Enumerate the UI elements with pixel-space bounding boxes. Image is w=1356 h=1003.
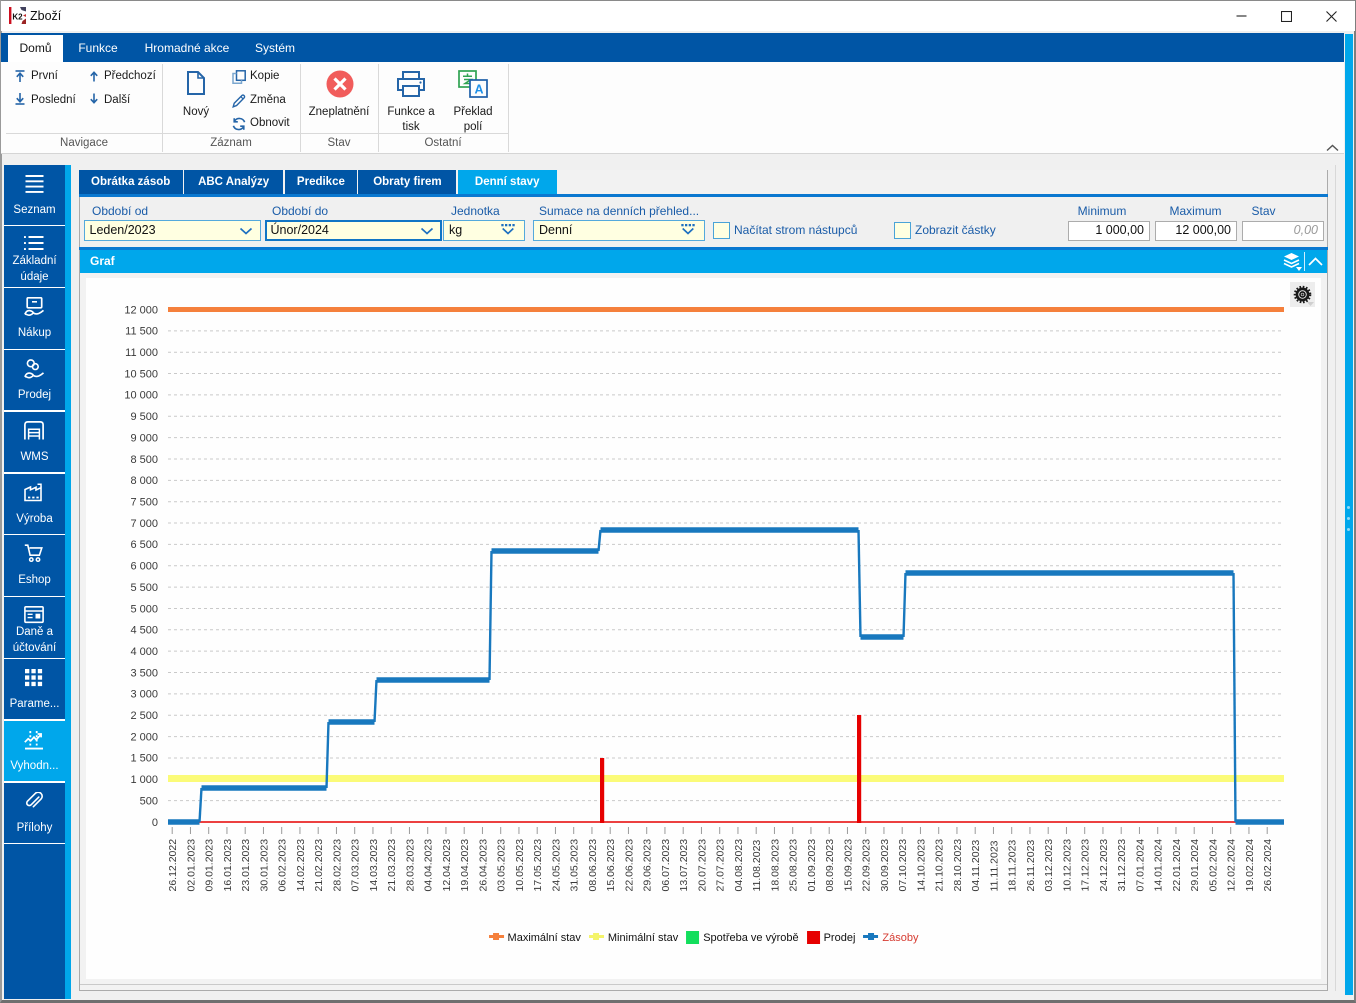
svg-text:6 500: 6 500 bbox=[130, 539, 158, 551]
svg-text:30.09.2023: 30.09.2023 bbox=[879, 839, 891, 892]
svg-text:07.10.2023: 07.10.2023 bbox=[897, 839, 909, 892]
svg-text:04.11.2023: 04.11.2023 bbox=[970, 840, 982, 892]
svg-text:28.03.2023: 28.03.2023 bbox=[404, 839, 416, 892]
svg-text:19.04.2023: 19.04.2023 bbox=[459, 839, 471, 892]
svg-text:04.04.2023: 04.04.2023 bbox=[423, 839, 435, 892]
svg-text:10 500: 10 500 bbox=[124, 368, 158, 380]
svg-text:08.06.2023: 08.06.2023 bbox=[587, 839, 599, 892]
svg-text:12.02.2024: 12.02.2024 bbox=[1226, 839, 1238, 892]
svg-text:500: 500 bbox=[140, 795, 158, 807]
svg-text:A: A bbox=[475, 83, 484, 97]
svg-text:28.10.2023: 28.10.2023 bbox=[952, 839, 964, 892]
svg-text:1 000: 1 000 bbox=[130, 774, 158, 786]
svg-text:7 000: 7 000 bbox=[130, 518, 158, 530]
svg-text:08.09.2023: 08.09.2023 bbox=[824, 839, 836, 892]
svg-text:11 000: 11 000 bbox=[125, 347, 158, 359]
svg-text:31.05.2023: 31.05.2023 bbox=[569, 839, 581, 892]
svg-text:5 500: 5 500 bbox=[130, 582, 158, 594]
svg-text:K2: K2 bbox=[12, 12, 23, 21]
svg-text:12 000: 12 000 bbox=[124, 304, 158, 316]
svg-text:15.09.2023: 15.09.2023 bbox=[842, 839, 854, 892]
svg-text:29.01.2024: 29.01.2024 bbox=[1189, 839, 1201, 892]
svg-text:19.02.2024: 19.02.2024 bbox=[1244, 839, 1256, 892]
svg-text:8 000: 8 000 bbox=[130, 475, 158, 487]
svg-text:26.04.2023: 26.04.2023 bbox=[477, 839, 489, 892]
svg-text:03.12.2023: 03.12.2023 bbox=[1043, 839, 1055, 892]
svg-text:07.03.2023: 07.03.2023 bbox=[350, 839, 362, 892]
svg-text:4 000: 4 000 bbox=[130, 646, 158, 658]
svg-text:20.07.2023: 20.07.2023 bbox=[696, 839, 708, 892]
svg-text:0: 0 bbox=[152, 817, 158, 829]
svg-text:11.11.2023: 11.11.2023 bbox=[988, 840, 1000, 891]
svg-text:25.08.2023: 25.08.2023 bbox=[788, 839, 800, 892]
svg-text:3 000: 3 000 bbox=[130, 689, 158, 701]
svg-text:23.01.2023: 23.01.2023 bbox=[240, 839, 252, 892]
svg-text:18.08.2023: 18.08.2023 bbox=[769, 839, 781, 892]
svg-text:10 000: 10 000 bbox=[124, 390, 158, 402]
svg-text:21.10.2023: 21.10.2023 bbox=[934, 839, 946, 892]
svg-text:22.06.2023: 22.06.2023 bbox=[623, 839, 635, 892]
svg-text:12.04.2023: 12.04.2023 bbox=[441, 839, 453, 892]
svg-text:14.10.2023: 14.10.2023 bbox=[915, 839, 927, 892]
svg-text:9 000: 9 000 bbox=[130, 432, 158, 444]
svg-text:26.11.2023: 26.11.2023 bbox=[1025, 840, 1037, 892]
svg-text:4 500: 4 500 bbox=[130, 625, 158, 637]
svg-text:14.03.2023: 14.03.2023 bbox=[368, 839, 380, 892]
svg-text:13.07.2023: 13.07.2023 bbox=[678, 839, 690, 892]
svg-text:06.07.2023: 06.07.2023 bbox=[660, 839, 672, 892]
svg-text:04.08.2023: 04.08.2023 bbox=[733, 839, 745, 892]
svg-text:9 500: 9 500 bbox=[130, 411, 158, 423]
svg-text:06.02.2023: 06.02.2023 bbox=[277, 839, 289, 892]
svg-text:1 500: 1 500 bbox=[130, 753, 158, 765]
svg-text:01.09.2023: 01.09.2023 bbox=[806, 839, 818, 892]
svg-text:31.12.2023: 31.12.2023 bbox=[1116, 839, 1128, 892]
svg-text:24.12.2023: 24.12.2023 bbox=[1098, 839, 1110, 892]
svg-text:21.03.2023: 21.03.2023 bbox=[386, 839, 398, 892]
svg-text:10.05.2023: 10.05.2023 bbox=[514, 839, 526, 892]
svg-text:5 000: 5 000 bbox=[130, 603, 158, 615]
svg-text:26.02.2024: 26.02.2024 bbox=[1262, 839, 1274, 892]
svg-text:02.01.2023: 02.01.2023 bbox=[185, 839, 197, 892]
svg-text:6 000: 6 000 bbox=[130, 561, 158, 573]
svg-text:17.12.2023: 17.12.2023 bbox=[1080, 839, 1092, 892]
svg-text:29.06.2023: 29.06.2023 bbox=[642, 839, 654, 892]
svg-text:26.12.2022: 26.12.2022 bbox=[167, 839, 179, 892]
svg-text:15.06.2023: 15.06.2023 bbox=[605, 839, 617, 892]
svg-text:2 000: 2 000 bbox=[130, 731, 158, 743]
svg-text:05.02.2024: 05.02.2024 bbox=[1207, 839, 1219, 892]
svg-text:22.01.2024: 22.01.2024 bbox=[1171, 839, 1183, 892]
svg-text:3 500: 3 500 bbox=[130, 667, 158, 679]
svg-text:27.07.2023: 27.07.2023 bbox=[715, 839, 727, 892]
svg-text:16.01.2023: 16.01.2023 bbox=[222, 839, 234, 892]
svg-text:11 500: 11 500 bbox=[125, 326, 158, 338]
svg-text:21.02.2023: 21.02.2023 bbox=[313, 839, 325, 892]
svg-text:30.01.2023: 30.01.2023 bbox=[258, 839, 270, 892]
svg-text:14.02.2023: 14.02.2023 bbox=[295, 839, 307, 892]
svg-text:11.08.2023: 11.08.2023 bbox=[751, 840, 763, 892]
svg-text:22.09.2023: 22.09.2023 bbox=[861, 839, 873, 892]
svg-text:8 500: 8 500 bbox=[130, 454, 158, 466]
svg-text:14.01.2024: 14.01.2024 bbox=[1153, 839, 1165, 892]
svg-text:18.11.2023: 18.11.2023 bbox=[1007, 840, 1019, 892]
svg-text:17.05.2023: 17.05.2023 bbox=[532, 839, 544, 892]
svg-text:2 500: 2 500 bbox=[130, 710, 158, 722]
svg-text:07.01.2024: 07.01.2024 bbox=[1134, 839, 1146, 892]
svg-text:03.05.2023: 03.05.2023 bbox=[496, 839, 508, 892]
svg-text:28.02.2023: 28.02.2023 bbox=[331, 839, 343, 892]
svg-text:09.01.2023: 09.01.2023 bbox=[204, 839, 216, 892]
svg-text:7 500: 7 500 bbox=[130, 496, 158, 508]
svg-text:24.05.2023: 24.05.2023 bbox=[550, 839, 562, 892]
svg-text:10.12.2023: 10.12.2023 bbox=[1061, 839, 1073, 892]
